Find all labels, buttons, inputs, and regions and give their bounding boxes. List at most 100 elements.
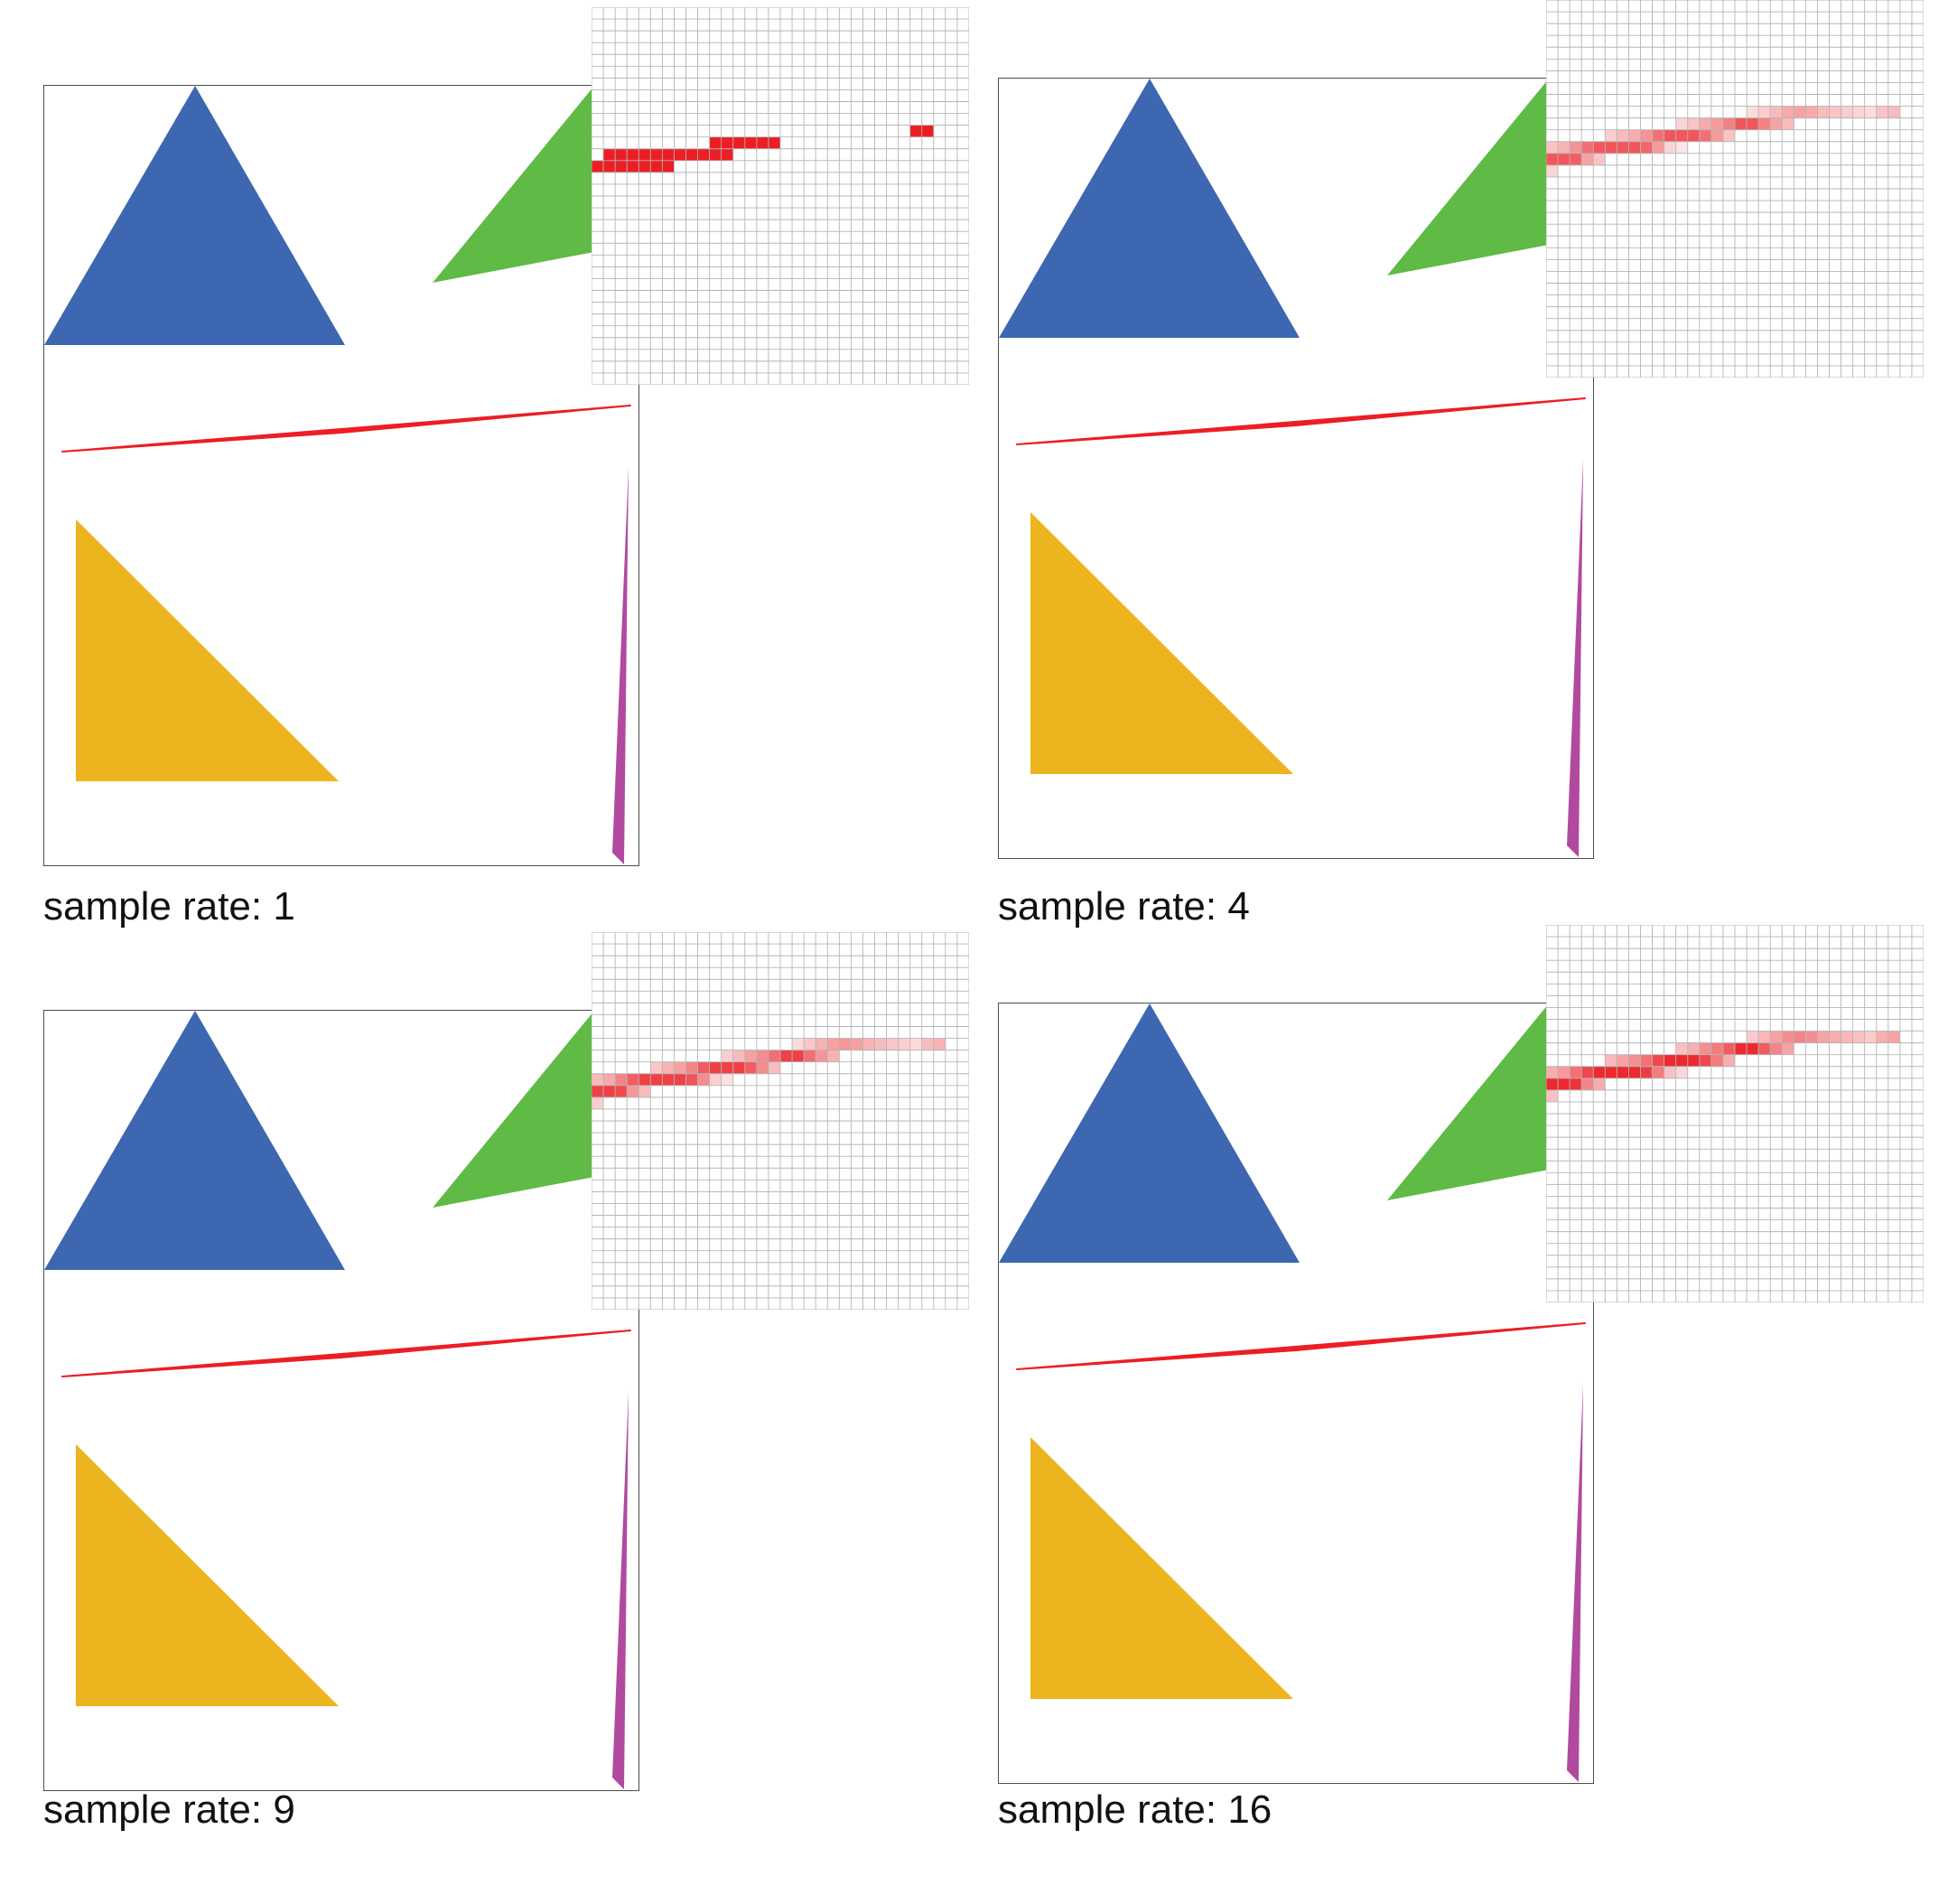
zoom-pixel: [1699, 129, 1711, 142]
zoom-pixel: [1747, 106, 1759, 118]
zoom-pixel: [1593, 1078, 1606, 1090]
yellow-triangle: [1030, 1437, 1293, 1699]
zoom-pixel: [721, 1050, 733, 1062]
zoom-pixel: [1640, 141, 1653, 154]
zoom-pixel: [1628, 141, 1641, 154]
zoom-pixel: [1841, 1031, 1853, 1043]
pixel-grid: [1546, 925, 1924, 1302]
zoom-pixel: [1841, 106, 1853, 118]
zoom-pixel: [709, 1073, 722, 1086]
zoom-pixel: [1546, 153, 1559, 165]
zoom-pixel: [1722, 1054, 1735, 1067]
zoom-pixel: [1546, 1078, 1559, 1090]
pixel-grid: [592, 932, 969, 1310]
sample-rate-caption: sample rate: 16: [998, 1787, 1272, 1832]
zoom-pixel: [603, 160, 616, 173]
zoom-pixel: [851, 1038, 863, 1050]
zoom-pixel: [1558, 153, 1571, 165]
zoom-pixel: [1570, 1066, 1582, 1078]
zoom-pixel: [792, 1050, 805, 1062]
zoom-pixel: [1699, 1042, 1711, 1055]
zoom-pixel: [1675, 1042, 1688, 1055]
zoom-pixel: [662, 1073, 675, 1086]
zoom-pixel: [1747, 1031, 1759, 1043]
purple-sliver-triangle: [612, 466, 629, 864]
zoom-pixel: [886, 1038, 899, 1050]
zoom-pixel: [744, 1050, 757, 1062]
zoom-pixel: [1735, 117, 1748, 130]
zoom-pixel: [898, 1038, 910, 1050]
zoom-pixel: [909, 125, 922, 137]
zoom-pixel: [1605, 141, 1617, 154]
sample-rate-caption: sample rate: 9: [43, 1787, 295, 1832]
zoom-pixel: [1652, 129, 1664, 142]
zoom-pixel: [732, 1061, 745, 1074]
zoom-pixel: [1747, 1042, 1759, 1055]
zoom-pixel: [662, 160, 675, 173]
pixel-grid: [1546, 0, 1924, 378]
zoom-pixel: [709, 1061, 722, 1074]
zoom-pixel: [1558, 1066, 1571, 1078]
zoom-pixel: [874, 1038, 887, 1050]
zoom-pixel: [1876, 106, 1888, 118]
zoom-pixel: [756, 1050, 769, 1062]
sample-rate-caption: sample rate: 4: [998, 884, 1250, 929]
zoom-pixel: [638, 148, 651, 161]
yellow-triangle: [1030, 512, 1293, 774]
zoom-pixel: [1652, 141, 1664, 154]
green-triangle: [433, 1011, 594, 1208]
zoom-pixel: [780, 1050, 793, 1062]
zoom-pixel: [1710, 1054, 1723, 1067]
zoom-pixel: [1675, 1054, 1688, 1067]
zoom-pixel: [1710, 129, 1723, 142]
zoom-pixel: [1805, 106, 1818, 118]
zoom-pixel: [1675, 1066, 1688, 1078]
zoom-pixel: [1722, 1042, 1735, 1055]
zoom-pixel: [603, 1073, 616, 1086]
zoom-pixel: [685, 1073, 698, 1086]
purple-sliver-triangle: [612, 1391, 629, 1789]
zoom-pixel: [1617, 129, 1629, 142]
zoom-pixel: [1829, 1031, 1841, 1043]
zoom-pixel: [827, 1038, 840, 1050]
zoom-pixel: [1605, 1066, 1617, 1078]
zoom-pixel: [662, 1061, 675, 1074]
zoom-pixel: [756, 1061, 769, 1074]
zoom-pixel: [756, 136, 769, 149]
zoom-pixel: [1617, 1066, 1629, 1078]
zoom-pixel: [839, 1038, 852, 1050]
green-triangle: [1387, 79, 1549, 275]
zoom-pixel: [1710, 117, 1723, 130]
zoom-pixel: [674, 148, 686, 161]
zoom-pixel: [1593, 1066, 1606, 1078]
zoom-pixel: [827, 1050, 840, 1062]
zoom-pixel: [1864, 1031, 1877, 1043]
zoom-pixel: [862, 1038, 875, 1050]
zoom-pixel: [933, 1038, 946, 1050]
zoom-pixel: [744, 1061, 757, 1074]
zoom-pixel: [921, 125, 934, 137]
zoom-pixel: [1546, 141, 1559, 154]
zoom-pixel: [1546, 1066, 1559, 1078]
zoom-inset: [592, 932, 969, 1310]
zoom-pixel: [1652, 1054, 1664, 1067]
zoom-pixel: [1628, 129, 1641, 142]
zoom-pixel: [615, 1073, 628, 1086]
zoom-pixel: [1605, 1054, 1617, 1067]
zoom-pixel: [1735, 1042, 1748, 1055]
zoom-pixel: [1864, 106, 1877, 118]
zoom-pixel: [1558, 1078, 1571, 1090]
red-sliver-triangle: [61, 1330, 631, 1377]
zoom-pixel: [1722, 129, 1735, 142]
zoom-pixel: [1605, 129, 1617, 142]
zoom-pixel: [1570, 141, 1582, 154]
zoom-pixel: [1722, 117, 1735, 130]
zoom-pixel: [768, 136, 780, 149]
zoom-pixel: [1617, 1054, 1629, 1067]
zoom-pixel: [1782, 1042, 1794, 1055]
zoom-pixel: [615, 1085, 628, 1097]
zoom-pixel: [1628, 1054, 1641, 1067]
zoom-pixel: [685, 1061, 698, 1074]
zoom-pixel: [1652, 1066, 1664, 1078]
zoom-pixel: [627, 160, 639, 173]
